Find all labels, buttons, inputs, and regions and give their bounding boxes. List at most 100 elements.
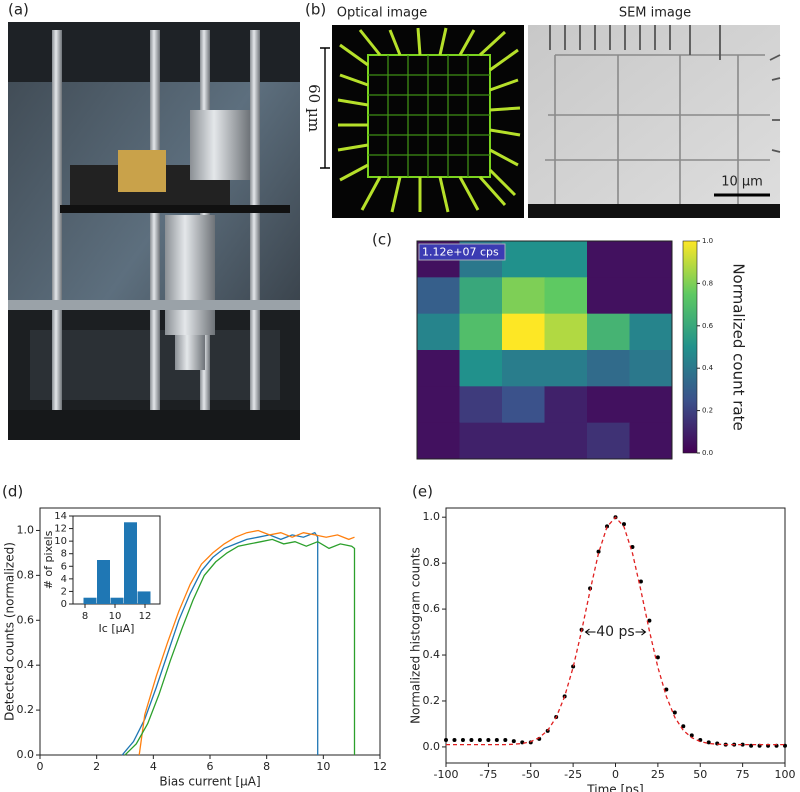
y-tick-label: 0.4 (423, 648, 441, 661)
y-tick-label: 0.2 (423, 694, 441, 707)
x-tick-label: 8 (263, 760, 270, 773)
x-tick-label: 12 (139, 611, 152, 622)
y-tick-label: 0.4 (17, 658, 35, 671)
data-point (647, 618, 652, 623)
panel-label: (a) (8, 1, 29, 19)
image-title: SEM image (619, 6, 691, 21)
heatmap-cell (629, 350, 673, 387)
heatmap-cell (544, 422, 588, 460)
heatmap-cell (502, 422, 545, 460)
heatmap-cell (502, 241, 545, 278)
heatmap-cell (459, 422, 503, 460)
x-tick-label: -100 (434, 768, 459, 781)
y-tick-label: 12 (54, 524, 67, 535)
optical-image (332, 25, 524, 218)
heatmap-cell (459, 313, 503, 351)
heatmap-cell (629, 241, 673, 278)
x-tick-label: 0 (612, 768, 619, 781)
data-point (655, 655, 660, 660)
histogram-bar (83, 597, 97, 604)
colorbar-tick-label: 0.4 (702, 364, 714, 372)
y-axis-label: Normalized histogram counts (409, 547, 423, 724)
data-point (444, 738, 448, 743)
heatmap-cell (459, 386, 503, 424)
x-tick-label: 4 (150, 760, 157, 773)
heatmap-cell (417, 313, 460, 351)
data-point (638, 579, 643, 584)
data-point (664, 687, 669, 692)
data-point (706, 740, 711, 745)
heatmap-cell (629, 386, 673, 424)
data-point (494, 738, 499, 743)
histogram-bar (124, 522, 137, 604)
x-axis-label: Time [ps] (586, 783, 643, 792)
y-tick-label: 2 (61, 586, 67, 597)
x-tick-label: 25 (651, 768, 665, 781)
heatmap-cell (629, 277, 673, 315)
heatmap-cell (502, 313, 545, 351)
heatmap-cell (544, 386, 588, 424)
data-point (469, 738, 474, 743)
heatmap-cell (629, 422, 673, 460)
y-tick-label: 6 (61, 561, 67, 572)
heatmap-cell (629, 313, 673, 351)
heatmap-cell (544, 241, 588, 278)
x-tick-label: 50 (693, 768, 707, 781)
heatmap-cell (587, 350, 630, 387)
histogram-bar (97, 560, 110, 604)
y-tick-label: 1.0 (423, 510, 441, 523)
annotation-box (418, 243, 506, 261)
histogram-bar (137, 591, 151, 604)
axes-frame (445, 507, 786, 764)
panel-label: (c) (372, 231, 392, 249)
colorbar-tick-label: 0.6 (702, 322, 714, 330)
heatmap-cell (544, 313, 588, 351)
colorbar-tick-label: 1.0 (702, 237, 713, 245)
y-tick-label: 0.2 (17, 703, 35, 716)
x-tick-label: 8 (82, 611, 88, 622)
panel-label: (b) (305, 1, 326, 19)
heatmap-cell (544, 350, 588, 387)
photo (8, 22, 300, 440)
heatmap-cell (502, 277, 545, 315)
data-point (672, 710, 677, 715)
x-tick-label: 0 (37, 760, 44, 773)
heatmap-cell (587, 422, 630, 460)
annotation: 40 ps (596, 624, 634, 640)
data-point (477, 738, 482, 743)
x-tick-label: 10 (109, 611, 122, 622)
data-point (621, 522, 626, 527)
colorbar-tick-label: 0.0 (702, 449, 713, 457)
x-axis-label: Bias current [µA] (159, 775, 260, 789)
heatmap-cell (417, 422, 460, 460)
data-point (503, 738, 508, 743)
data-point (460, 738, 465, 743)
heatmap-cell (502, 350, 545, 387)
data-point (486, 738, 491, 743)
panel-label: (d) (2, 483, 23, 501)
colorbar-label: Normalized count rate (730, 263, 748, 430)
heatmap-cell (587, 313, 630, 351)
colorbar-tick-label: 0.2 (702, 407, 713, 415)
inset-bg (73, 516, 160, 604)
x-tick-label: 10 (316, 760, 330, 773)
y-tick-label: 8 (61, 549, 67, 560)
x-tick-label: 12 (373, 760, 387, 773)
annotation-arrow (584, 628, 647, 636)
data-point (749, 743, 754, 748)
heatmap-cell (502, 386, 545, 424)
series-line (446, 516, 785, 746)
y-axis-label: Detected counts (normalized) (3, 542, 17, 721)
y-tick-label: 0 (61, 599, 67, 610)
heatmap-cell (587, 241, 630, 278)
series-line (138, 529, 355, 756)
panel-label: (e) (412, 483, 433, 501)
y-axis-label: # of pixels (42, 530, 55, 589)
histogram-bar (110, 597, 124, 604)
y-tick-label: 14 (54, 511, 67, 522)
y-tick-label: 0.6 (423, 602, 441, 615)
y-tick-label: 0.8 (17, 568, 35, 581)
data-point (511, 739, 516, 744)
series-line (124, 538, 356, 756)
image-title: Optical image (337, 6, 428, 21)
